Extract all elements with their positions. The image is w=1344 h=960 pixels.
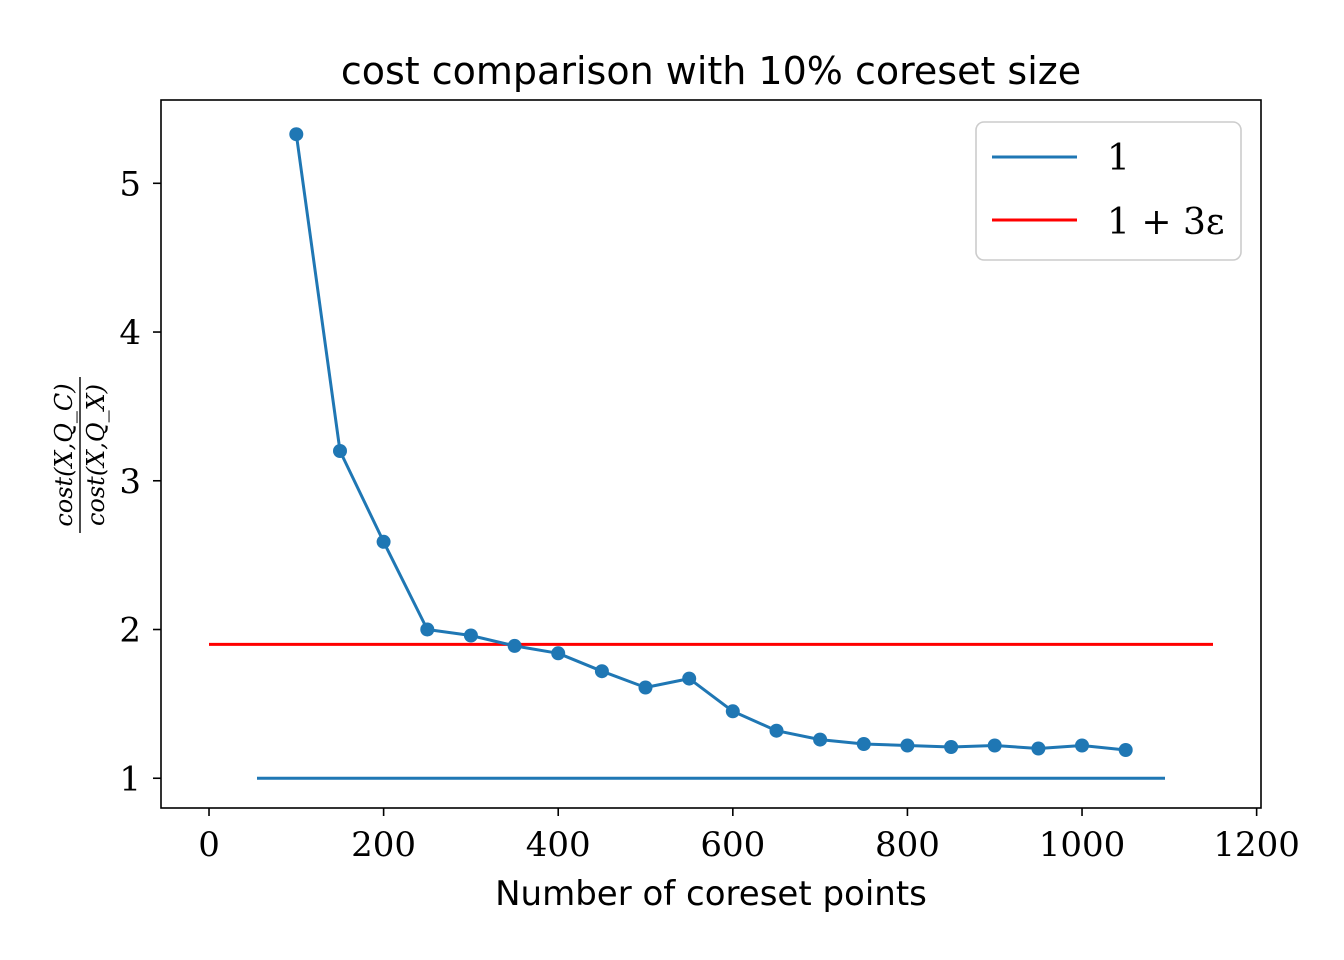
data-point [1118, 743, 1133, 757]
chart-title: cost comparison with 10% coreset size [341, 49, 1081, 93]
data-point [289, 127, 304, 142]
series-line-2 [294, 133, 1126, 752]
data-point [1031, 741, 1046, 756]
legend-label-1: 1 [1107, 138, 1130, 179]
data-point [725, 704, 740, 719]
data-point [813, 732, 828, 747]
data-point [900, 738, 915, 753]
data-point [551, 646, 566, 661]
y-axis-label-numerator: cost(X,Q_C) [50, 383, 78, 526]
y-axis-label-denominator: cost(X,Q_X) [82, 384, 110, 526]
data-point [987, 738, 1002, 753]
x-tick-label: 400 [526, 825, 591, 865]
y-tick-label: 1 [119, 759, 141, 799]
data-point [333, 444, 347, 458]
x-axis: 0 200 400 600 800 1000 1200 [198, 808, 1300, 865]
legend-label-2: 1 + 3ε [1107, 202, 1225, 243]
data-point [594, 664, 609, 679]
data-point [463, 628, 478, 643]
y-axis: 1 2 3 4 5 [119, 164, 161, 799]
data-point [376, 534, 391, 549]
x-tick-label: 1200 [1213, 825, 1300, 865]
data-point [856, 737, 871, 751]
y-tick-label: 3 [119, 462, 141, 502]
y-axis-label: cost(X,Q_C) cost(X,Q_X) [50, 377, 110, 533]
data-point [638, 680, 653, 695]
plot-area [209, 127, 1213, 780]
x-tick-label: 800 [875, 825, 940, 865]
data-point [507, 638, 522, 653]
data-point [769, 723, 784, 738]
x-axis-label: Number of coreset points [495, 874, 927, 914]
data-point [1075, 738, 1089, 753]
x-tick-label: 1000 [1039, 825, 1126, 865]
axes-frame [160, 99, 1262, 809]
legend: 1 1 + 3ε [975, 121, 1242, 261]
x-tick-label: 600 [700, 825, 765, 865]
y-tick-label: 2 [119, 611, 141, 651]
data-point [420, 622, 435, 637]
data-point [682, 671, 697, 686]
y-tick-label: 5 [119, 164, 141, 204]
y-tick-label: 4 [119, 313, 141, 353]
data-point [944, 740, 959, 754]
x-tick-label: 0 [198, 825, 220, 865]
x-tick-label: 200 [351, 825, 416, 865]
